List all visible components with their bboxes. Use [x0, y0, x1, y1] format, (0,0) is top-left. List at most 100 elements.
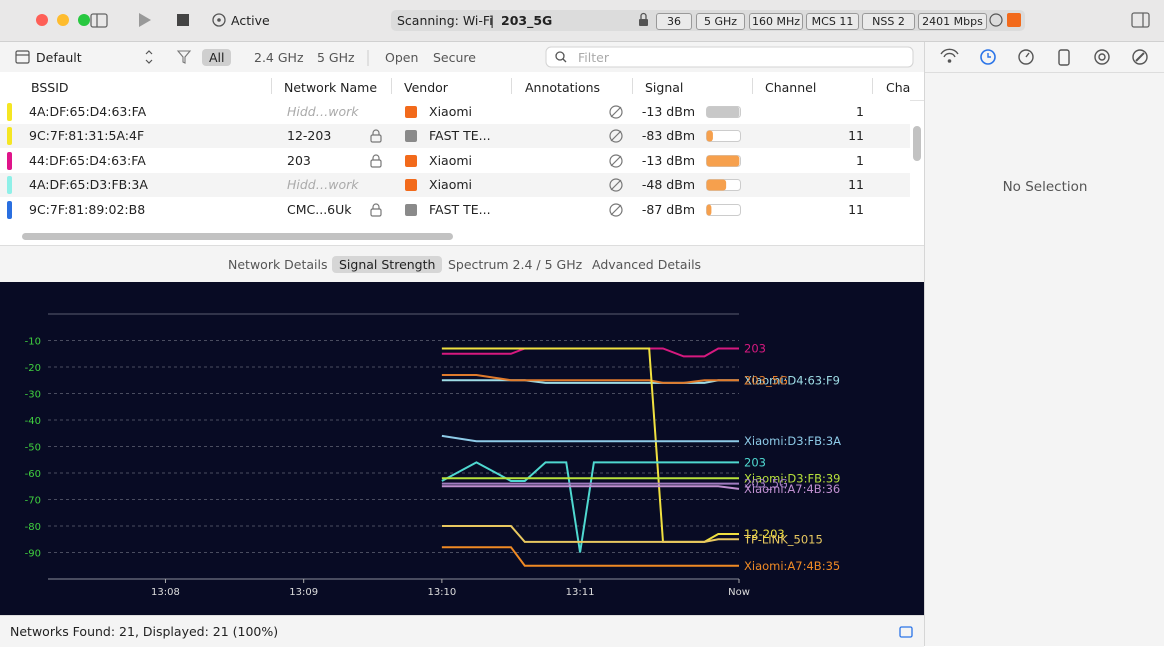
vendor: Xiaomi [429, 152, 472, 168]
series-label: Xiaomi:A7:4B:35 [744, 559, 840, 573]
column-divider [632, 78, 633, 94]
horizontal-scrollbar[interactable] [22, 233, 453, 240]
vendor: Xiaomi [429, 104, 472, 119]
table-row[interactable]: 4A:DF:65:D4:63:FA Hidd…work Xiaomi -13 dBm 1 [0, 100, 910, 124]
lock-shackle [372, 154, 380, 160]
device-tab[interactable] [1058, 49, 1070, 66]
filter-button[interactable]: 5 GHz [317, 50, 355, 65]
annotation-circle [609, 105, 623, 119]
column-header[interactable]: Signal [645, 80, 684, 95]
filter-button[interactable]: Secure [433, 50, 476, 65]
info-chip: 5 GHz [696, 13, 745, 30]
y-tick-label: -80 [25, 522, 41, 533]
column-header[interactable]: Cha [886, 80, 911, 95]
series-label: Xiaomi:D3:FB:3A [744, 434, 841, 448]
tab[interactable]: Network Details [228, 257, 328, 272]
wifi-tab[interactable] [940, 48, 959, 58]
filter-icons [15, 46, 914, 68]
x-tick-label: Now [728, 587, 750, 598]
filter-icon [176, 50, 192, 64]
table-row[interactable]: 9C:7F:81:89:02:B8 CMC...6Uk FAST TE... -87 … [0, 197, 910, 222]
table-row[interactable]: 44:DF:65:D4:63:FA 203 Xiaomi -13 dBm 1 [0, 148, 910, 173]
console-icon[interactable] [899, 626, 913, 638]
y-tick-label: -90 [25, 549, 41, 560]
signal-line [441, 485, 740, 490]
search-placeholder: Filter [578, 50, 609, 65]
x-tick-label: 13:08 [151, 587, 180, 598]
zoom-button[interactable] [78, 14, 90, 26]
signal: -48 dBm [641, 177, 695, 193]
signal: -87 dBm [641, 201, 695, 217]
vendor: FAST TE... [429, 201, 491, 217]
filter-button[interactable]: Open [385, 50, 419, 65]
lock-body [370, 159, 382, 168]
series-label: 203_5G [744, 477, 788, 491]
filter-button[interactable]: 2.4 GHz [254, 50, 304, 65]
signal-line [441, 546, 739, 567]
column-header[interactable]: Vendor [404, 80, 448, 95]
search-icon-handle [562, 58, 567, 63]
network-name: 12-203 [287, 128, 332, 144]
signal-line [441, 461, 739, 553]
table-row[interactable]: 9C:7F:81:31:5A:4F 12-203 FAST TE... -83 dBm… [0, 124, 910, 149]
console-icon-frame [899, 626, 913, 638]
annotation-icon [609, 178, 623, 192]
history-tab[interactable] [980, 49, 996, 65]
sidebar-toggle[interactable] [90, 13, 108, 28]
bssid: 4A:DF:65:D4:63:FA [29, 104, 147, 119]
column-divider [511, 78, 512, 94]
inspector-tabs [940, 48, 1148, 66]
compass-needle [1135, 52, 1145, 62]
signal-line [441, 525, 739, 543]
minimize-button[interactable] [57, 14, 69, 26]
column-header[interactable]: BSSID [31, 80, 69, 95]
profile-icon [15, 50, 30, 64]
column-header[interactable]: Channel [765, 80, 817, 95]
table-row[interactable]: 4A:DF:65:D3:FB:3A Hidd…work Xiaomi -48 dBm 1… [0, 173, 910, 198]
search-field[interactable] [545, 46, 914, 68]
stop-button[interactable] [177, 14, 189, 26]
annotation-circle [609, 178, 623, 192]
status-text: Networks Found: 21, Displayed: 21 (100%) [10, 624, 279, 639]
column-header[interactable]: Annotations [525, 80, 601, 95]
network-name: Hidd…work [287, 104, 359, 119]
no-selection: No Selection [1002, 179, 1088, 195]
speed-tab[interactable] [1018, 49, 1034, 65]
signal-meter [706, 106, 741, 118]
profile-chevron[interactable] [145, 50, 153, 64]
column-divider [271, 78, 272, 94]
info-chip: MCS 11 [806, 13, 859, 30]
series-label: 203 [744, 455, 766, 469]
column-divider [391, 78, 392, 94]
channel: 1 [856, 104, 864, 119]
tab[interactable]: Advanced Details [592, 257, 702, 272]
compass-tab[interactable] [1132, 49, 1148, 65]
signal-tab[interactable] [1094, 49, 1110, 65]
signal-meter [706, 179, 741, 192]
series-label: Xiaomi:A7:4B:36 [744, 482, 840, 496]
close-button[interactable] [36, 14, 48, 26]
speed-needle [1025, 52, 1030, 58]
tab[interactable]: Signal Strength [332, 256, 443, 273]
table-body: 4A:DF:65:D4:63:FA Hidd…work Xiaomi -13 dBm 1… [0, 100, 910, 230]
row-color [7, 176, 12, 195]
row-color [7, 151, 12, 170]
series-label: TP-LINK_5015 [743, 532, 823, 546]
y-tick-label: -30 [25, 390, 41, 401]
inspector-toggle[interactable] [1131, 12, 1150, 28]
separator: | [490, 13, 495, 28]
signal-line [441, 434, 739, 443]
column-header[interactable]: Network Name [284, 80, 378, 95]
inspector-divider [925, 72, 1164, 73]
signal-line [441, 347, 739, 358]
tab[interactable]: Spectrum 2.4 / 5 GHz [448, 257, 583, 272]
vertical-scrollbar[interactable] [913, 126, 921, 161]
vendor-logo [405, 154, 417, 167]
play-button[interactable] [139, 13, 151, 27]
y-tick-label: -50 [25, 443, 41, 454]
vendor-logo [405, 179, 417, 192]
annotation-slash [610, 204, 622, 216]
filter-button[interactable]: All [209, 50, 225, 65]
profile-name[interactable]: Default [36, 50, 82, 65]
annotation-slash [610, 106, 622, 118]
